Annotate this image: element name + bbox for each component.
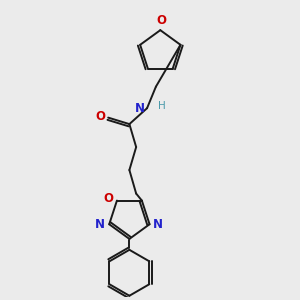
Text: H: H	[158, 101, 166, 111]
Text: O: O	[103, 192, 113, 205]
Text: N: N	[153, 218, 163, 231]
Text: N: N	[135, 102, 145, 115]
Text: O: O	[95, 110, 105, 123]
Text: N: N	[95, 218, 105, 231]
Text: O: O	[157, 14, 167, 27]
